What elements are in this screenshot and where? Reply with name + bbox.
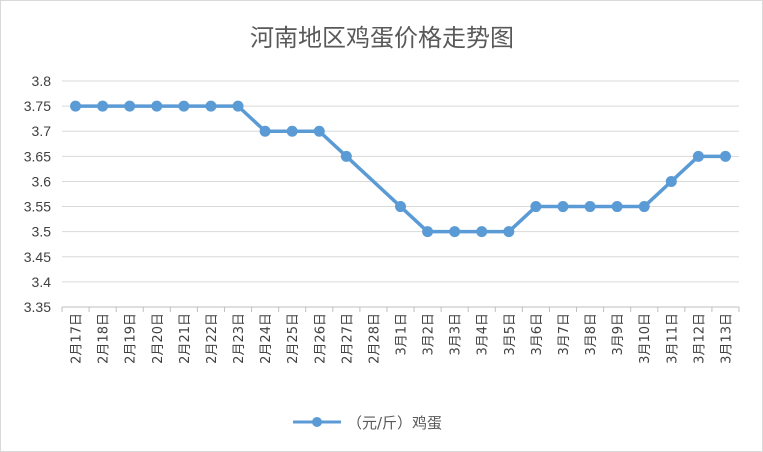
y-tick-label: 3.65: [24, 148, 51, 164]
x-tick-label: 2月17日: [70, 313, 85, 364]
y-tick-label: 3.35: [24, 299, 51, 315]
y-tick-label: 3.6: [32, 173, 52, 189]
data-point: [232, 100, 244, 112]
y-tick-label: 3.45: [24, 249, 51, 265]
data-point: [151, 100, 163, 112]
legend-point-marker: [312, 417, 322, 427]
data-point: [719, 150, 731, 162]
data-point: [503, 226, 515, 238]
data-point: [395, 201, 406, 213]
data-point: [178, 100, 190, 112]
data-point: [557, 201, 569, 213]
x-tick-label: 3月12日: [692, 313, 707, 364]
data-point: [70, 100, 82, 112]
x-tick-label: 2月25日: [286, 313, 301, 364]
grid-lines: [61, 80, 740, 312]
data-point: [449, 226, 461, 238]
x-tick-label: 3月1日: [395, 313, 410, 356]
data-point: [611, 201, 623, 213]
y-tick-label: 3.5: [32, 224, 52, 240]
y-tick-label: 3.75: [24, 98, 51, 114]
data-point: [97, 100, 109, 112]
x-tick-label: 2月23日: [232, 313, 247, 364]
series-line: [75, 104, 726, 234]
x-tick-label: 2月22日: [205, 313, 220, 364]
x-tick-label: 2月26日: [313, 313, 328, 364]
x-axis-ticks: 2月17日 2月18日 2月19日 2月20日 2月21日 2月22日 2月23日 2月24日…: [70, 313, 735, 364]
x-tick-label: 2月24日: [259, 313, 274, 364]
data-point: [692, 150, 704, 162]
series-egg-price: [70, 100, 731, 238]
data-point: [584, 201, 596, 213]
data-point: [286, 125, 298, 137]
x-tick-label: 3月2日: [422, 313, 437, 356]
x-tick-label: 3月4日: [476, 313, 491, 356]
x-tick-label: 2月19日: [124, 313, 139, 364]
y-tick-label: 3.8: [32, 73, 52, 89]
x-tick-label: 3月10日: [638, 313, 653, 364]
data-point: [259, 125, 271, 137]
data-point: [205, 100, 217, 112]
data-point: [638, 201, 650, 213]
y-tick-label: 3.4: [32, 274, 52, 290]
x-tick-label: 2月21日: [178, 313, 193, 364]
data-point: [422, 226, 434, 238]
x-tick-label: 3月7日: [557, 313, 572, 356]
data-point: [665, 175, 677, 187]
x-tick-label: 3月3日: [449, 313, 464, 356]
x-tick-label: 3月5日: [503, 313, 518, 356]
x-tick-label: 3月13日: [719, 313, 734, 364]
legend-label: （元/斤）鸡蛋: [347, 414, 442, 432]
x-tick-label: 3月9日: [611, 313, 626, 356]
y-axis-ticks: 3.8 3.75 3.7 3.65 3.6 3.55 3.5 3.45 3.4 3.35: [24, 73, 51, 315]
data-point: [340, 150, 352, 162]
x-tick-label: 3月8日: [584, 313, 599, 356]
chart-title: 河南地区鸡蛋价格走势图: [250, 24, 514, 52]
x-tick-label: 3月11日: [665, 313, 680, 364]
data-point: [124, 100, 136, 112]
legend: （元/斤）鸡蛋: [293, 414, 442, 432]
data-point: [476, 226, 488, 238]
x-tick-label: 2月28日: [367, 313, 382, 364]
x-tick-label: 2月20日: [151, 313, 166, 364]
y-tick-label: 3.55: [24, 199, 51, 215]
data-point: [530, 201, 542, 213]
x-tick-label: 3月6日: [530, 313, 545, 356]
x-tick-label: 2月27日: [340, 313, 355, 364]
y-tick-label: 3.7: [32, 123, 52, 139]
x-tick-label: 2月18日: [97, 313, 112, 364]
data-point: [313, 125, 325, 137]
